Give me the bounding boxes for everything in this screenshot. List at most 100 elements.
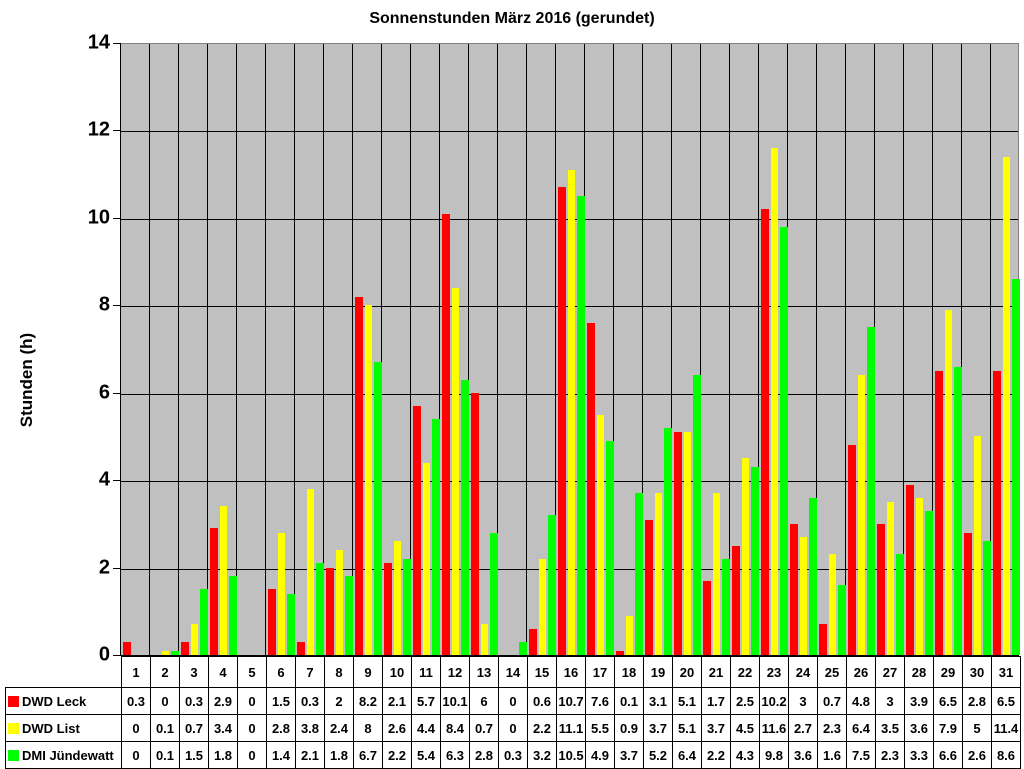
v-gridline	[903, 44, 904, 655]
bar-dwd-leck	[616, 650, 624, 655]
category-label: 9	[353, 656, 383, 688]
v-gridline	[729, 44, 730, 655]
v-gridline	[207, 44, 208, 655]
table-cell: 9.8	[759, 741, 789, 769]
bar-dwd-list	[683, 432, 691, 655]
bar-dwd-list	[857, 375, 865, 655]
category-label: 20	[672, 656, 702, 688]
table-cell: 6.7	[353, 741, 383, 769]
bar-dwd-list	[480, 624, 488, 655]
bar-dwd-list	[567, 169, 575, 655]
bar-dwd-leck	[732, 545, 740, 655]
category-label: 18	[614, 656, 644, 688]
table-cell: 0.1	[150, 741, 180, 769]
table-corner	[6, 657, 122, 688]
table-cell: 0	[121, 741, 151, 769]
table-cell: 3	[875, 687, 905, 715]
bar-dwd-leck	[645, 519, 653, 655]
table-cell: 1.5	[266, 687, 296, 715]
bar-dwd-leck	[181, 641, 189, 655]
v-gridline	[410, 44, 411, 655]
table-cell: 8.6	[991, 741, 1021, 769]
table-cell: 0.7	[179, 714, 209, 742]
y-tick-label: 2	[98, 556, 110, 579]
series-name: DMI Jündewatt	[22, 747, 114, 763]
table-cell: 3.7	[701, 714, 731, 742]
bar-dwd-leck	[529, 628, 537, 655]
v-gridline	[613, 44, 614, 655]
bar-dmi-j-ndewatt	[809, 497, 817, 655]
v-gridline	[990, 44, 991, 655]
y-tick-mark	[113, 305, 120, 307]
chart-title: Sonnenstunden März 2016 (gerundet)	[369, 10, 655, 27]
bar-dmi-j-ndewatt	[374, 362, 382, 655]
bar-dwd-leck	[848, 445, 856, 655]
bar-dmi-j-ndewatt	[548, 515, 556, 655]
bar-dwd-leck	[703, 580, 711, 655]
x-axis-line	[113, 655, 1019, 656]
bar-dmi-j-ndewatt	[403, 558, 411, 655]
bar-dwd-list	[654, 493, 662, 655]
table-cell: 3.4	[208, 714, 238, 742]
table-cell: 5.1	[672, 687, 702, 715]
y-tick-label: 6	[98, 381, 110, 404]
category-label: 29	[933, 656, 963, 688]
table-cell: 2	[324, 687, 354, 715]
table-cell: 3	[788, 687, 818, 715]
v-gridline	[381, 44, 382, 655]
table-cell: 6.5	[933, 687, 963, 715]
table-cell: 0.1	[150, 714, 180, 742]
bar-dwd-list	[306, 488, 314, 655]
table-cell: 2.9	[208, 687, 238, 715]
v-gridline	[816, 44, 817, 655]
series-name: DWD List	[22, 720, 80, 736]
v-gridline	[700, 44, 701, 655]
category-label: 21	[701, 656, 731, 688]
bar-dwd-list	[973, 436, 981, 655]
table-cell: 2.6	[962, 741, 992, 769]
bar-dmi-j-ndewatt	[722, 558, 730, 655]
bar-dmi-j-ndewatt	[838, 585, 846, 655]
bar-dwd-leck	[819, 624, 827, 655]
v-gridline	[874, 44, 875, 655]
table-cell: 0.7	[469, 714, 499, 742]
table-cell: 2.2	[701, 741, 731, 769]
table-cell: 4.8	[846, 687, 876, 715]
v-gridline	[294, 44, 295, 655]
bar-dwd-list	[161, 650, 169, 655]
table-cell: 0	[237, 714, 267, 742]
bar-dwd-list	[828, 554, 836, 655]
category-label: 5	[237, 656, 267, 688]
table-cell: 7.9	[933, 714, 963, 742]
bar-dmi-j-ndewatt	[519, 641, 527, 655]
legend-swatch	[8, 695, 19, 707]
bar-dwd-list	[335, 550, 343, 655]
bar-dwd-leck	[355, 296, 363, 655]
bar-dmi-j-ndewatt	[751, 467, 759, 655]
table-cell: 2.7	[788, 714, 818, 742]
v-gridline	[671, 44, 672, 655]
bar-dwd-list	[625, 615, 633, 655]
table-cell: 3.8	[295, 714, 325, 742]
y-tick-label: 14	[87, 31, 110, 54]
table-cell: 1.4	[266, 741, 296, 769]
table-cell: 3.6	[904, 714, 934, 742]
table-cell: 0.1	[614, 687, 644, 715]
table-cell: 2.1	[295, 741, 325, 769]
table-cell: 1.8	[324, 741, 354, 769]
legend-swatch	[8, 749, 19, 761]
table-row: DMI Jündewatt 0 0.1 1.5 1.8 0 1.4 2.1 1.8 6.7 2.2 5…	[5, 741, 1021, 769]
table-cell: 3.7	[643, 714, 673, 742]
table-cell: 0	[121, 714, 151, 742]
category-label: 19	[643, 656, 673, 688]
table-cell: 10.5	[556, 741, 586, 769]
v-gridline	[932, 44, 933, 655]
table-cell: 6.4	[846, 714, 876, 742]
table-cell: 1.7	[701, 687, 731, 715]
category-label: 23	[759, 656, 789, 688]
v-gridline	[323, 44, 324, 655]
table-cell: 2.8	[962, 687, 992, 715]
v-gridline	[178, 44, 179, 655]
bar-dwd-leck	[326, 567, 334, 655]
bar-dwd-leck	[442, 213, 450, 655]
